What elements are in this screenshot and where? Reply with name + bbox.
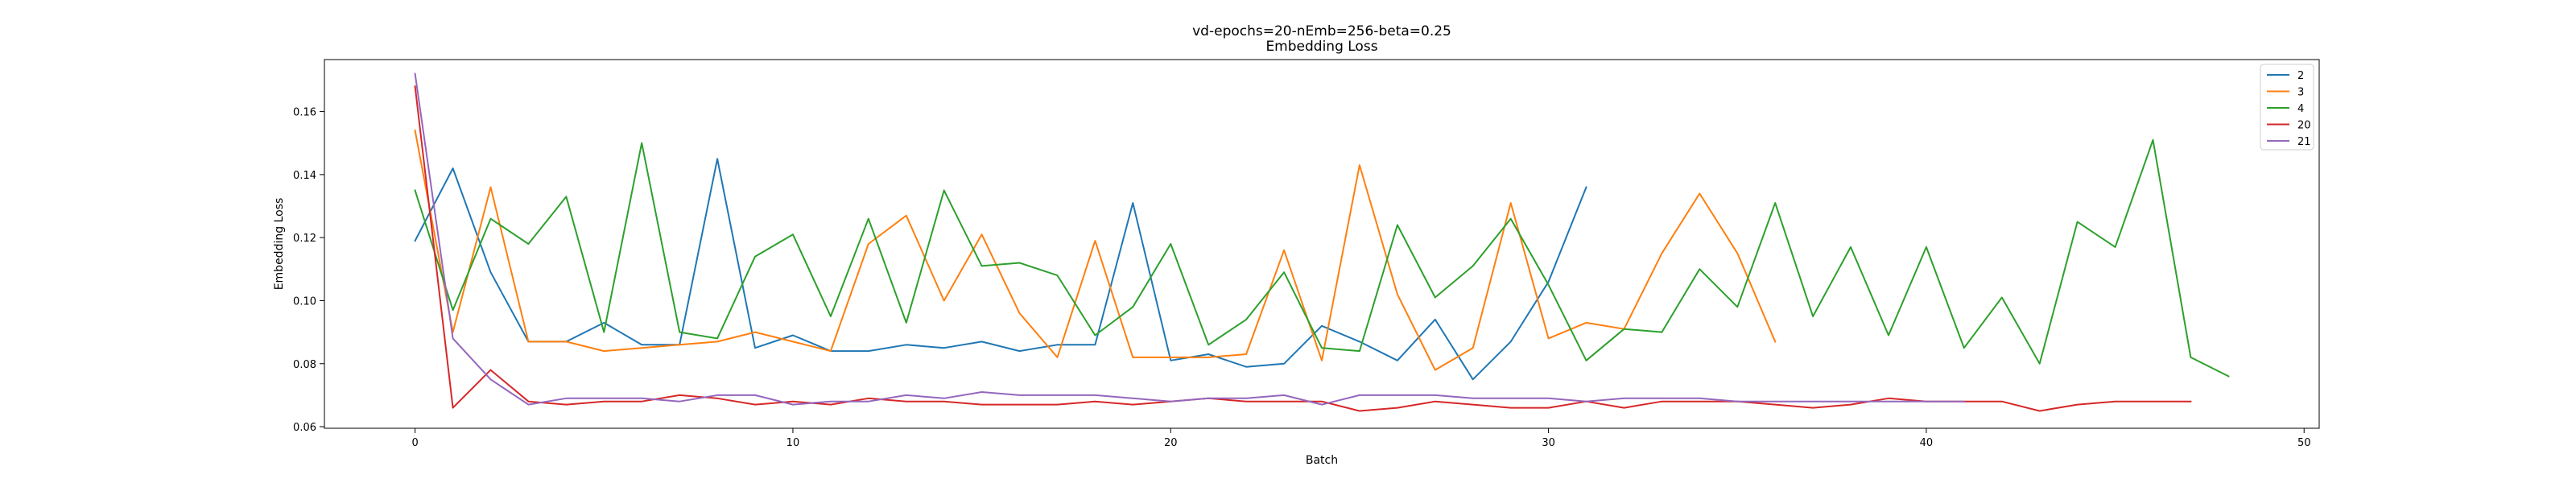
- y-tick-label: 0.16: [293, 107, 316, 119]
- x-tick-label: 10: [786, 437, 800, 449]
- chart-subtitle: Embedding Loss: [1265, 39, 1377, 55]
- plot-area-frame: [324, 59, 2320, 429]
- legend-label-4: 4: [2297, 103, 2304, 115]
- y-tick-label: 0.14: [293, 170, 316, 182]
- legend-label-3: 3: [2297, 87, 2304, 99]
- x-tick-label: 40: [1920, 437, 1934, 449]
- series-line-4: [414, 138, 2230, 378]
- x-tick-label: 0: [411, 437, 418, 449]
- y-tick-label: 0.06: [293, 422, 316, 434]
- legend-label-2: 2: [2297, 70, 2304, 82]
- x-axis-label: Batch: [1306, 454, 1338, 467]
- legend: 2 3 4 20 21: [2260, 64, 2314, 151]
- chart-title: vd-epochs=20-nEmb=256-beta=0.25: [1192, 23, 1451, 39]
- series-line-21: [414, 72, 1965, 406]
- series-line-20: [414, 85, 2192, 412]
- y-axis-label: Embedding Loss: [273, 198, 286, 291]
- x-tick-label: 20: [1164, 437, 1178, 449]
- series-line-3: [414, 129, 1777, 371]
- legend-label-21: 21: [2297, 136, 2311, 148]
- y-tick-label: 0.10: [293, 295, 316, 308]
- legend-label-20: 20: [2297, 120, 2311, 132]
- y-tick-label: 0.08: [293, 359, 316, 371]
- y-tick-label: 0.12: [293, 233, 316, 245]
- series-line-2: [414, 158, 1587, 381]
- x-tick-label: 50: [2297, 437, 2311, 449]
- x-tick-label: 30: [1542, 437, 1555, 449]
